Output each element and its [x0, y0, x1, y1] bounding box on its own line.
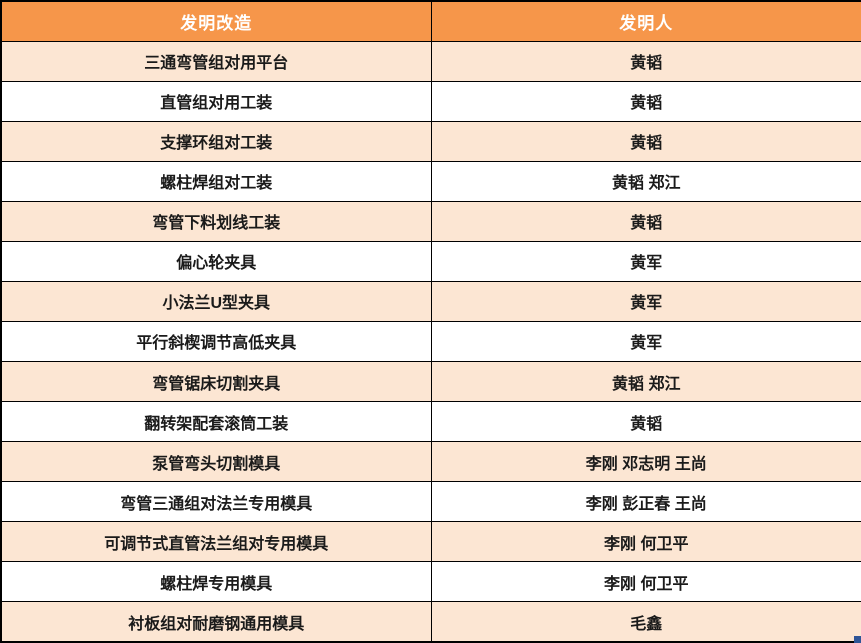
- cell-invention[interactable]: 偏心轮夹具: [0, 240, 432, 282]
- cell-inventor[interactable]: 李刚 何卫平: [430, 521, 861, 563]
- table-row: 弯管下料划线工装 黄韬: [0, 200, 861, 242]
- table-row: 三通弯管组对用平台 黄韬: [0, 40, 861, 82]
- cell-inventor[interactable]: 李刚 彭正春 王尚: [430, 481, 861, 523]
- cell-invention[interactable]: 弯管锯床切割夹具: [0, 360, 432, 403]
- table-row: 直管组对用工装 黄韬: [0, 80, 861, 122]
- cell-invention[interactable]: 直管组对用工装: [0, 80, 432, 122]
- column-header-invention[interactable]: 发明改造: [0, 0, 432, 42]
- cell-inventor[interactable]: 黄韬: [430, 40, 861, 82]
- table-row: 翻转架配套滚筒工装 黄韬: [0, 401, 861, 443]
- cell-invention[interactable]: 螺柱焊专用模具: [0, 561, 432, 603]
- table-row: 弯管锯床切割夹具 黄韬 郑江: [0, 360, 861, 403]
- cell-inventor[interactable]: 黄军: [430, 280, 861, 322]
- table-row: 弯管三通组对法兰专用模具 李刚 彭正春 王尚: [0, 481, 861, 523]
- cell-inventor[interactable]: 黄韬 郑江: [430, 160, 861, 202]
- cell-invention[interactable]: 可调节式直管法兰组对专用模具: [0, 521, 432, 563]
- cell-inventor[interactable]: 黄韬 郑江: [430, 360, 861, 403]
- cell-inventor[interactable]: 李刚 何卫平: [430, 561, 861, 603]
- cell-invention[interactable]: 支撑环组对工装: [0, 120, 432, 162]
- cell-invention[interactable]: 弯管下料划线工装: [0, 200, 432, 242]
- cell-invention[interactable]: 衬板组对耐磨钢通用模具: [0, 601, 432, 643]
- cell-invention[interactable]: 螺柱焊组对工装: [0, 160, 432, 202]
- cell-inventor[interactable]: 黄韬: [430, 401, 861, 443]
- cell-inventor[interactable]: 李刚 邓志明 王尚: [430, 441, 861, 483]
- cell-invention[interactable]: 弯管三通组对法兰专用模具: [0, 481, 432, 523]
- cell-invention[interactable]: 翻转架配套滚筒工装: [0, 401, 432, 443]
- table-row: 螺柱焊专用模具 李刚 何卫平: [0, 561, 861, 603]
- cell-inventor[interactable]: 黄韬: [430, 80, 861, 122]
- cell-invention[interactable]: 小法兰U型夹具: [0, 280, 432, 322]
- table-row: 支撑环组对工装 黄韬: [0, 120, 861, 162]
- cell-inventor[interactable]: 黄军: [430, 240, 861, 282]
- cell-inventor[interactable]: 黄韬: [430, 200, 861, 242]
- table-row: 泵管弯头切割模具 李刚 邓志明 王尚: [0, 441, 861, 483]
- table-body: 三通弯管组对用平台 黄韬 直管组对用工装 黄韬 支撑环组对工装 黄韬 螺柱焊组对…: [0, 40, 861, 643]
- cell-inventor[interactable]: 黄韬: [430, 120, 861, 162]
- fill-handle[interactable]: [854, 636, 861, 643]
- table-row: 可调节式直管法兰组对专用模具 李刚 何卫平: [0, 521, 861, 563]
- table-header-row: 发明改造 发明人: [0, 0, 861, 42]
- table-row: 偏心轮夹具 黄军: [0, 240, 861, 282]
- table-row: 螺柱焊组对工装 黄韬 郑江: [0, 160, 861, 202]
- column-header-inventor[interactable]: 发明人: [430, 0, 861, 42]
- cell-inventor[interactable]: 毛鑫: [430, 601, 861, 643]
- table-row: 衬板组对耐磨钢通用模具 毛鑫: [0, 601, 861, 643]
- cell-inventor[interactable]: 黄军: [430, 320, 861, 363]
- cell-invention[interactable]: 泵管弯头切割模具: [0, 441, 432, 483]
- cell-invention[interactable]: 三通弯管组对用平台: [0, 40, 432, 82]
- table-row: 小法兰U型夹具 黄军: [0, 280, 861, 322]
- table-row: 平行斜楔调节高低夹具 黄军: [0, 320, 861, 363]
- cell-invention[interactable]: 平行斜楔调节高低夹具: [0, 320, 432, 363]
